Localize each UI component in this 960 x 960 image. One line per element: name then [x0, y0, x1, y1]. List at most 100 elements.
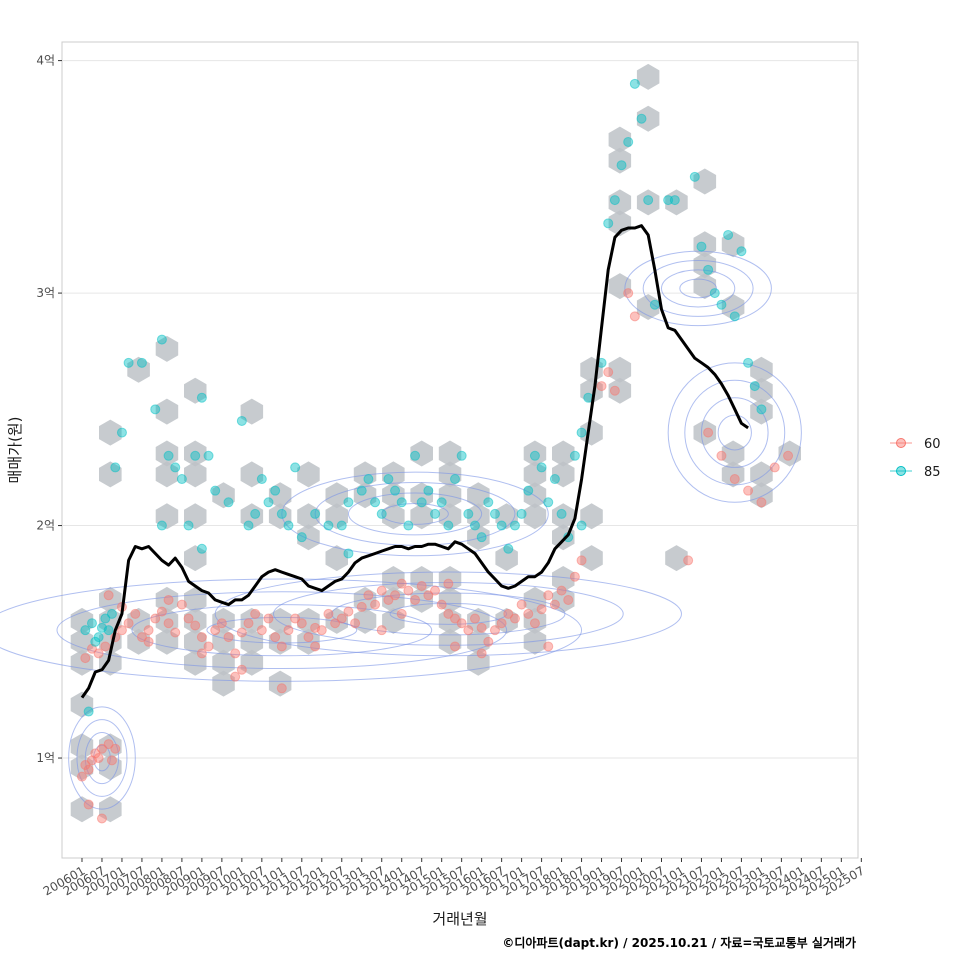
point-60: [469, 613, 480, 624]
density-contour: [684, 379, 786, 486]
point-60: [176, 599, 187, 610]
hex-bin: [438, 440, 462, 467]
point-60: [170, 627, 181, 638]
legend: 60 85: [890, 437, 941, 480]
hex-bin: [353, 461, 377, 488]
hex-bin: [240, 398, 264, 425]
point-60: [509, 613, 520, 624]
hex-bin: [523, 503, 547, 530]
point-85: [536, 462, 547, 473]
density-contour: [272, 582, 624, 646]
hex-bin: [438, 482, 462, 509]
point-85: [100, 613, 111, 624]
point-85: [196, 543, 207, 554]
point-85: [210, 485, 221, 496]
point-85: [430, 508, 441, 519]
point-60: [556, 585, 567, 596]
point-60: [156, 606, 167, 617]
point-60: [536, 604, 547, 615]
point-85: [603, 218, 614, 229]
point-85: [196, 392, 207, 403]
point-85: [569, 450, 580, 461]
point-60: [450, 641, 461, 652]
point-85: [416, 497, 427, 508]
point-60: [729, 474, 740, 485]
point-85: [556, 508, 567, 519]
point-85: [170, 462, 181, 473]
point-60: [416, 581, 427, 591]
point-85: [283, 520, 294, 531]
point-85: [456, 450, 467, 461]
density-contour: [68, 706, 136, 810]
point-85: [469, 520, 480, 531]
hex-bin: [552, 503, 575, 530]
point-60: [236, 664, 247, 675]
hex-bin: [99, 628, 122, 655]
point-60: [336, 613, 347, 624]
legend-label: 85: [924, 465, 941, 480]
hex-bin: [382, 461, 405, 488]
point-60: [370, 599, 381, 610]
point-85: [443, 520, 454, 531]
point-85: [290, 462, 301, 473]
hex-bin: [552, 440, 575, 467]
point-60: [576, 555, 587, 566]
point-85: [609, 195, 620, 206]
density-contour: [700, 397, 769, 468]
point-60: [489, 625, 500, 636]
point-85: [689, 171, 700, 182]
hex-bin: [552, 461, 575, 488]
point-85: [276, 508, 287, 519]
density-contour: [281, 471, 549, 557]
point-60: [183, 613, 194, 624]
density-contour: [56, 591, 508, 670]
point-60: [756, 497, 767, 508]
point-60: [223, 632, 234, 643]
hex-bin: [778, 440, 801, 467]
hex-bin: [155, 461, 179, 488]
point-85: [236, 415, 247, 426]
hex-bin: [297, 461, 320, 488]
point-85: [363, 474, 374, 485]
point-85: [396, 497, 407, 508]
hex-bin: [99, 461, 122, 488]
density-contour: [717, 414, 752, 451]
hex-bin: [636, 189, 660, 216]
point-60: [456, 618, 467, 629]
hex-bin: [268, 482, 292, 509]
point-60: [143, 636, 154, 647]
point-85: [136, 357, 147, 368]
point-60: [423, 590, 434, 601]
source-caption: ©디아파트(dapt.kr) / 2025.10.21 / 자료=국토교통부 실…: [502, 935, 856, 950]
point-85: [403, 520, 414, 531]
point-85: [90, 636, 101, 647]
point-60: [783, 450, 794, 461]
point-60: [523, 608, 534, 619]
hex-bin: [70, 796, 94, 823]
point-85: [723, 229, 734, 240]
hex-bin: [580, 503, 603, 530]
hex-bin: [523, 607, 547, 634]
point-85: [203, 450, 214, 461]
point-85: [376, 508, 387, 519]
point-85: [756, 404, 767, 415]
point-60: [243, 618, 254, 629]
point-85: [156, 520, 167, 531]
point-85: [749, 381, 760, 392]
point-60: [163, 594, 174, 605]
point-85: [509, 520, 520, 531]
point-85: [110, 462, 121, 473]
point-60: [396, 578, 407, 589]
point-60: [230, 648, 241, 659]
point-60: [543, 641, 554, 652]
hex-bin: [523, 461, 547, 488]
point-60: [496, 618, 507, 629]
point-60: [343, 606, 354, 617]
point-85: [496, 520, 507, 531]
legend-label: 60: [924, 437, 941, 452]
point-85: [370, 497, 381, 508]
point-60: [683, 555, 694, 566]
point-85: [176, 474, 187, 485]
point-85: [423, 485, 434, 496]
point-60: [296, 618, 307, 629]
